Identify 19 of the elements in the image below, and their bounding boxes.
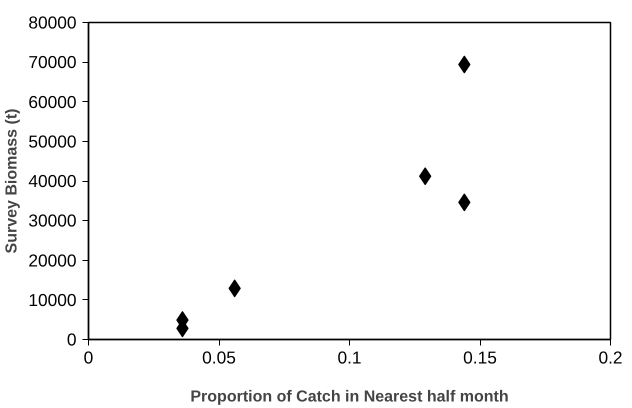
x-axis-title: Proportion of Catch in Nearest half month (190, 388, 509, 406)
y-tick-label: 50000 (28, 131, 76, 152)
point (228, 279, 241, 298)
y-tick-label: 20000 (28, 250, 76, 270)
y-tick-label: 70000 (28, 52, 76, 72)
x-tick-label: 0.1 (337, 348, 362, 368)
y-tick-label: 10000 (28, 290, 76, 310)
y-tick-label: 40000 (28, 171, 76, 191)
y-tick-label: 30000 (28, 210, 76, 231)
point (458, 56, 471, 74)
x-tick-label: 0.15 (463, 348, 497, 368)
y-axis-title: Survey Biomass (t) (3, 108, 20, 254)
y-tick-label: 80000 (28, 12, 76, 32)
x-tick-label: 0.2 (598, 348, 623, 368)
x-tick-label: 0 (84, 348, 94, 368)
y-tick-label: 0 (66, 330, 77, 350)
y-tick-label: 60000 (28, 92, 76, 112)
x-tick-label: 0.05 (202, 348, 236, 368)
point (458, 193, 471, 212)
